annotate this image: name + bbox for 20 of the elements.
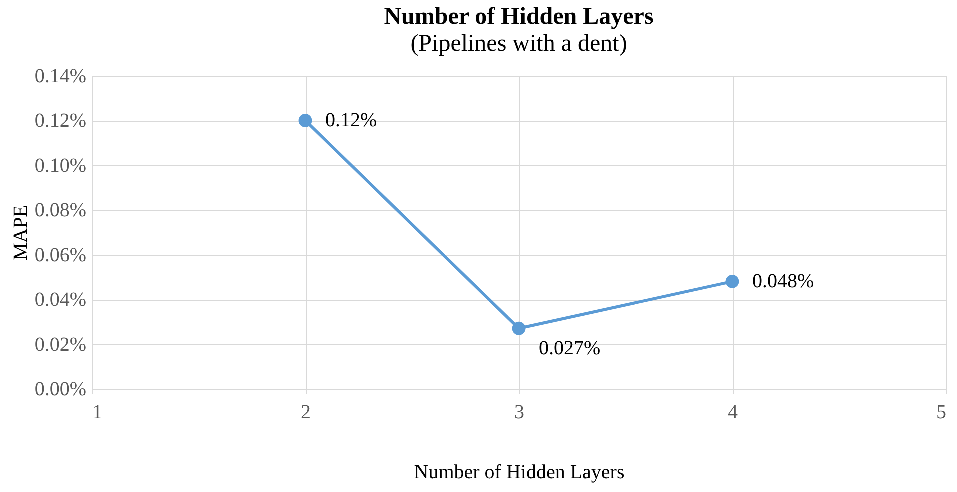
y-tick-label: 0.06% [34,244,86,266]
x-tick-label: 5 [936,402,946,424]
text: 0.12% [326,110,378,132]
y-axis-title: MAPE [10,205,32,261]
x-tick-label: 1 [92,402,102,424]
y-tick-label: 0.02% [34,334,86,356]
x-axis-title: Number of Hidden Layers [414,462,625,484]
x-tick-label: 3 [514,402,524,424]
y-tick-label: 0.04% [34,289,86,312]
y-tick-label: 0.12% [34,110,86,132]
chart-subtitle: (Pipelines with a dent) [410,31,628,57]
y-tick-label: 0.00% [34,378,86,400]
chart-title: Number of Hidden Layers [384,4,654,30]
x-tick-label: 2 [301,402,311,424]
x-tick-label: 4 [728,402,738,424]
text: 0.027% [539,338,601,360]
y-tick-label: 0.14% [34,66,86,88]
y-tick-label: 0.10% [34,154,86,177]
text: 0.048% [752,270,814,293]
y-tick-label: 0.08% [34,200,86,222]
